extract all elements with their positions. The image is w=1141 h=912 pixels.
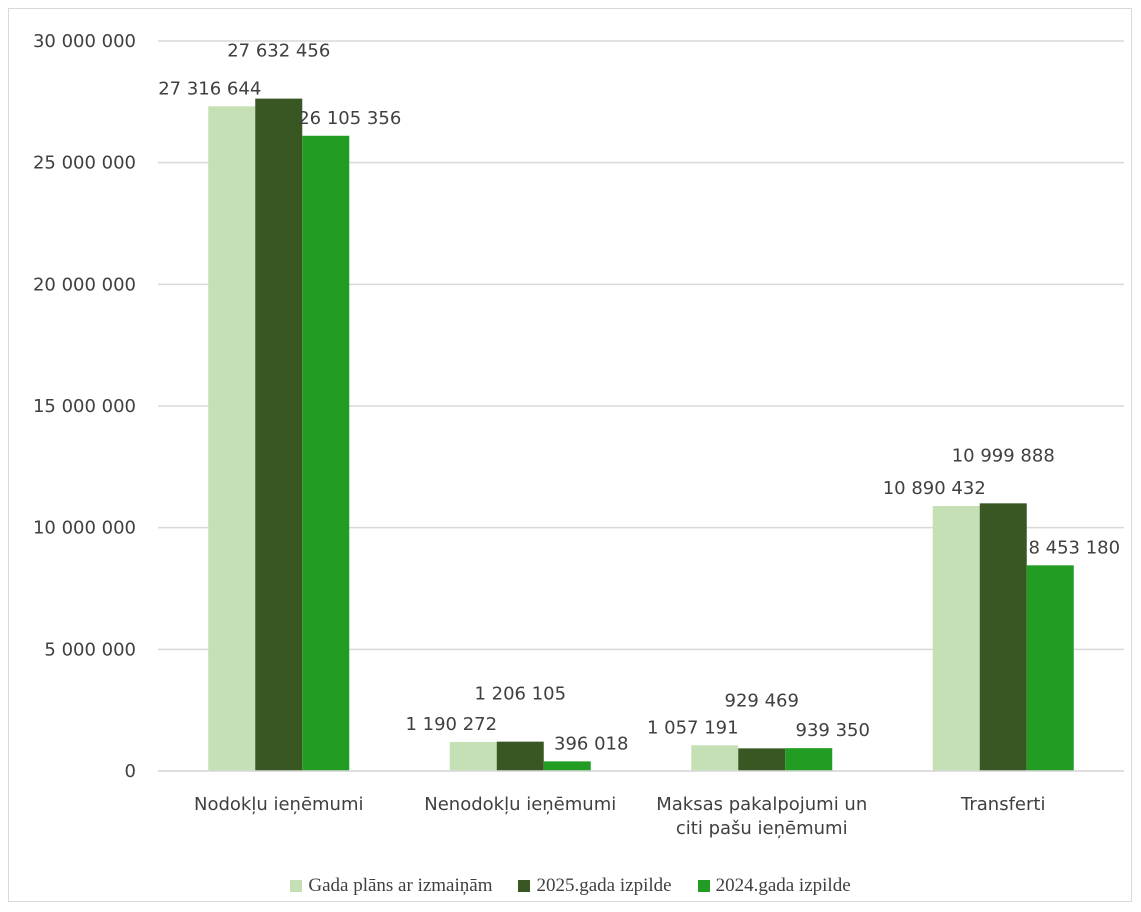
y-tick-label: 30 000 000 (33, 31, 136, 52)
y-tick-label: 0 (125, 761, 136, 782)
bar (449, 742, 497, 771)
legend-item-plan: Gada plāns ar izmaiņām (290, 875, 492, 897)
data-label: 396 018 (554, 733, 628, 754)
legend-item-2024: 2024.gada izpilde (697, 875, 851, 897)
bar (1026, 565, 1074, 771)
data-label: 27 632 456 (227, 41, 330, 62)
legend-swatch-2025 (518, 880, 531, 892)
x-tick-label: Nodokļu ieņēmumi (194, 794, 364, 815)
legend-label-2024: 2024.gada izpilde (715, 875, 851, 896)
legend-label-2025: 2025.gada izpilde (536, 875, 672, 896)
legend-swatch-plan (290, 880, 303, 892)
data-label: 8 453 180 (1028, 537, 1120, 558)
x-tick-label: citi pašu ieņēmumi (676, 818, 848, 839)
data-label: 1 206 105 (474, 684, 566, 705)
bar (543, 761, 591, 771)
y-tick-label: 25 000 000 (33, 153, 136, 174)
bar (785, 748, 833, 771)
x-tick-label: Nenodokļu ieņēmumi (424, 794, 616, 815)
data-label: 1 190 272 (405, 714, 497, 735)
legend: Gada plāns ar izmaiņām 2025.gada izpilde… (0, 872, 1141, 900)
x-tick-label: Maksas pakalpojumi un (656, 794, 867, 815)
bar (932, 505, 980, 771)
bar (255, 98, 303, 772)
y-tick-label: 5 000 000 (44, 639, 136, 660)
legend-item-2025: 2025.gada izpilde (518, 875, 672, 897)
bar (979, 503, 1027, 771)
data-label: 929 469 (725, 690, 799, 711)
bar (738, 748, 786, 771)
y-tick-label: 10 000 000 (33, 518, 136, 539)
bar (208, 106, 256, 772)
legend-swatch-2024 (697, 880, 710, 892)
data-label: 1 057 191 (647, 717, 739, 738)
data-label: 10 890 432 (883, 478, 986, 499)
data-label: 26 105 356 (298, 108, 401, 129)
data-label: 10 999 888 (952, 445, 1055, 466)
data-label: 939 350 (796, 720, 870, 741)
bar (302, 135, 350, 772)
y-tick-label: 15 000 000 (33, 396, 136, 417)
data-label: 27 316 644 (158, 78, 261, 99)
bar (496, 741, 544, 771)
bar (691, 745, 739, 771)
y-tick-label: 20 000 000 (33, 274, 136, 295)
legend-label-plan: Gada plāns ar izmaiņām (308, 875, 493, 896)
x-tick-label: Transferti (960, 794, 1045, 815)
